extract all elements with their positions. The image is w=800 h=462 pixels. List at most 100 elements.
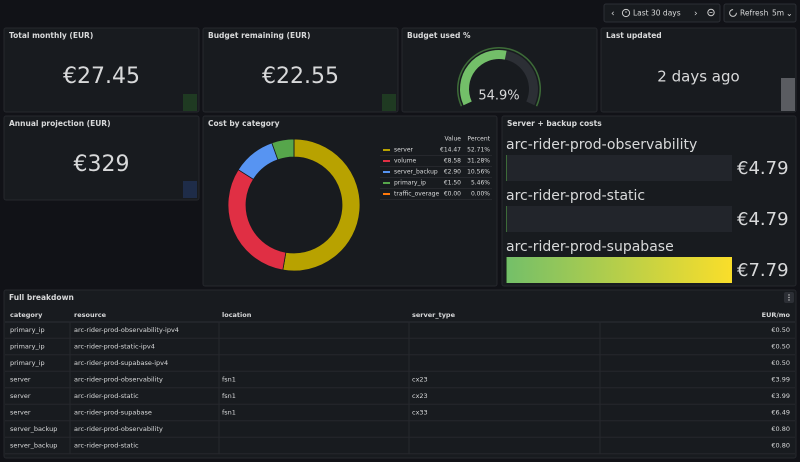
sparkline-box <box>781 78 795 111</box>
menu-dot <box>788 299 790 301</box>
panel-title: Server + backup costs <box>507 119 602 128</box>
legend-name: traffic_overage <box>394 191 439 198</box>
panel <box>401 27 598 113</box>
table-cell: €0.50 <box>771 326 790 334</box>
time-picker[interactable] <box>603 3 721 23</box>
sparkline-box <box>183 181 197 198</box>
column-header: resource <box>74 311 107 319</box>
prev-icon[interactable]: ‹ <box>611 9 615 19</box>
panel <box>3 27 200 113</box>
panel <box>202 27 399 113</box>
table-cell: arc-rider-prod-observability <box>74 376 163 384</box>
bar-value: €4.79 <box>737 209 789 230</box>
legend-percent: 52.71% <box>467 147 490 154</box>
panel <box>600 27 797 113</box>
legend-name: volume <box>394 158 417 165</box>
menu-dot <box>788 296 790 299</box>
refresh-button[interactable]: Refresh <box>740 9 769 18</box>
table-cell: fsn1 <box>222 409 236 417</box>
menu-dot <box>788 294 790 296</box>
stat-value: €27.45 <box>63 64 140 89</box>
stat-value: €22.55 <box>262 64 339 89</box>
table-cell: server <box>10 392 31 400</box>
table-cell: €3.99 <box>771 392 790 400</box>
legend-percent: 5.46% <box>471 180 490 187</box>
bar-value: €7.79 <box>737 260 789 281</box>
zoom-out-icon[interactable] <box>707 8 715 17</box>
table-cell: arc-rider-prod-supabase-ipv4 <box>74 359 168 367</box>
table-cell: server <box>10 409 31 417</box>
stat-value: €329 <box>74 152 130 177</box>
panel <box>3 289 797 459</box>
refresh-picker[interactable] <box>723 3 797 23</box>
bar-label: arc-rider-prod-observability <box>506 137 697 153</box>
table-cell: €0.50 <box>771 359 790 367</box>
legend-value: €8.58 <box>444 158 461 165</box>
table-cell: arc-rider-prod-observability <box>74 425 163 433</box>
legend-percent: 0.00% <box>471 191 490 198</box>
table-cell: €6.49 <box>771 409 790 417</box>
column-header: category <box>10 311 43 319</box>
column-header: server_type <box>412 311 456 319</box>
legend-header: Percent <box>467 136 490 143</box>
table-cell: €3.99 <box>771 376 790 384</box>
stat-value: 2 days ago <box>657 68 739 86</box>
panel-title: Annual projection (EUR) <box>9 119 111 128</box>
table-cell: fsn1 <box>222 392 236 400</box>
legend-percent: 10.56% <box>467 169 490 176</box>
table-cell: cx33 <box>412 409 428 417</box>
panel <box>3 115 200 201</box>
panel-title: Budget used % <box>407 31 471 40</box>
table-cell: primary_ip <box>10 343 45 351</box>
legend-percent: 31.28% <box>467 158 490 165</box>
legend-header: Value <box>445 136 462 143</box>
table-cell: fsn1 <box>222 376 236 384</box>
table-cell: server_backup <box>10 442 57 450</box>
legend-value: €14.47 <box>440 147 461 154</box>
panel-title: Cost by category <box>208 119 280 128</box>
legend-value: €0.00 <box>444 191 461 198</box>
gauge-value: 54.9% <box>478 89 519 104</box>
panel-title: Budget remaining (EUR) <box>208 31 310 40</box>
table-cell: arc-rider-prod-static <box>74 442 139 450</box>
panel-title: Total monthly (EUR) <box>9 31 93 40</box>
table-cell: server_backup <box>10 425 57 433</box>
table-cell: arc-rider-prod-static <box>74 392 139 400</box>
table-cell: €0.80 <box>771 425 790 433</box>
table-cell: primary_ip <box>10 326 45 334</box>
table-cell: arc-rider-prod-supabase <box>74 409 152 417</box>
table-cell: arc-rider-prod-static-ipv4 <box>74 343 155 351</box>
donut-slice <box>282 138 361 272</box>
gauge-fill <box>460 50 507 106</box>
table-cell: €0.80 <box>771 442 790 450</box>
legend-value: €2.90 <box>444 169 461 176</box>
refresh-interval[interactable]: 5m <box>772 9 784 18</box>
column-header: location <box>222 311 252 319</box>
legend-name: primary_ip <box>394 180 426 187</box>
table-cell: cx23 <box>412 392 428 400</box>
bar <box>506 257 732 283</box>
bar-track <box>506 155 732 181</box>
sparkline-box <box>382 94 396 111</box>
refresh-icon <box>729 9 737 17</box>
bar-label: arc-rider-prod-supabase <box>506 239 674 255</box>
legend-value: €1.50 <box>444 180 461 187</box>
table-cell: €0.50 <box>771 343 790 351</box>
column-header: EUR/mo <box>762 311 791 319</box>
table-cell: cx23 <box>412 376 428 384</box>
table-cell: arc-rider-prod-observability-ipv4 <box>74 326 179 334</box>
panel-title: Full breakdown <box>9 293 74 302</box>
time-range[interactable]: Last 30 days <box>633 9 681 18</box>
bar-value: €4.79 <box>737 158 789 179</box>
bar-track <box>506 206 732 232</box>
interval-chevron[interactable]: ⌄ <box>786 9 793 18</box>
sparkline-box <box>183 94 197 111</box>
next-icon[interactable]: › <box>694 9 698 19</box>
table-cell: primary_ip <box>10 359 45 367</box>
clock-icon <box>621 8 631 18</box>
legend-name: server_backup <box>394 169 438 176</box>
legend-name: server <box>394 147 414 154</box>
table-cell: server <box>10 376 31 384</box>
